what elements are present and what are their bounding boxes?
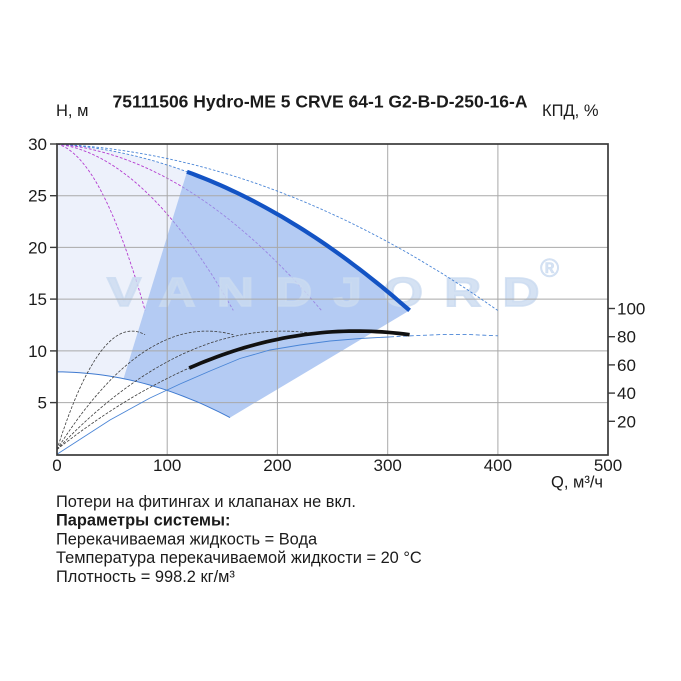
svg-text:Температура перекачиваемой жид: Температура перекачиваемой жидкости = 20… — [56, 549, 422, 567]
svg-text:Параметры системы:: Параметры системы: — [56, 512, 230, 530]
svg-text:80: 80 — [617, 328, 636, 347]
svg-text:60: 60 — [617, 356, 636, 375]
svg-text:25: 25 — [28, 187, 47, 206]
svg-text:10: 10 — [28, 342, 47, 361]
svg-text:5: 5 — [38, 394, 47, 413]
svg-text:Q, м³/ч: Q, м³/ч — [551, 474, 603, 492]
svg-text:400: 400 — [484, 456, 512, 475]
svg-text:®: ® — [540, 253, 559, 283]
svg-text:40: 40 — [617, 384, 636, 403]
svg-text:75111506 Hydro-ME 5 CRVE 64-1: 75111506 Hydro-ME 5 CRVE 64-1 G2-B-D-250… — [112, 92, 527, 112]
svg-text:15: 15 — [28, 290, 47, 309]
svg-text:100: 100 — [153, 456, 181, 475]
svg-text:200: 200 — [263, 456, 291, 475]
svg-text:100: 100 — [617, 300, 645, 319]
svg-text:Н, м: Н, м — [56, 102, 88, 120]
svg-text:0: 0 — [52, 456, 61, 475]
svg-text:КПД, %: КПД, % — [542, 102, 599, 120]
svg-text:300: 300 — [374, 456, 402, 475]
svg-text:Перекачиваемая жидкость = Вода: Перекачиваемая жидкость = Вода — [56, 530, 318, 548]
svg-text:VANDJORD: VANDJORD — [107, 269, 561, 315]
svg-text:Плотность = 998.2 кг/м³: Плотность = 998.2 кг/м³ — [56, 568, 235, 586]
svg-text:20: 20 — [28, 238, 47, 257]
svg-text:20: 20 — [617, 412, 636, 431]
svg-text:Потери на фитингах и клапанах: Потери на фитингах и клапанах не вкл. — [56, 493, 356, 511]
svg-text:500: 500 — [594, 456, 622, 475]
svg-text:30: 30 — [28, 135, 47, 154]
